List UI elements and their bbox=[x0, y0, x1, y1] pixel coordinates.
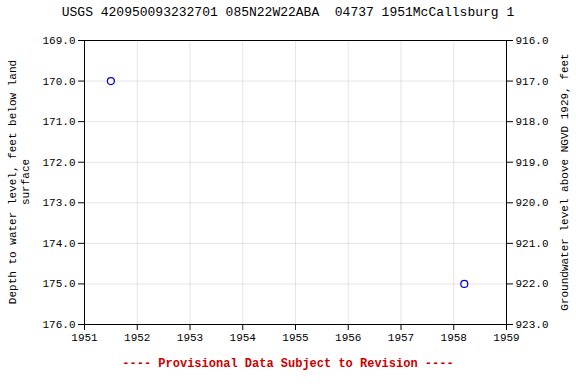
svg-text:1953: 1953 bbox=[177, 332, 203, 344]
svg-text:1952: 1952 bbox=[124, 332, 150, 344]
svg-text:916.0: 916.0 bbox=[516, 35, 549, 47]
svg-text:175.0: 175.0 bbox=[42, 278, 75, 290]
svg-text:172.0: 172.0 bbox=[42, 157, 75, 169]
svg-text:1957: 1957 bbox=[388, 332, 414, 344]
svg-text:170.0: 170.0 bbox=[42, 76, 75, 88]
svg-text:174.0: 174.0 bbox=[42, 238, 75, 250]
svg-text:169.0: 169.0 bbox=[42, 35, 75, 47]
svg-text:918.0: 918.0 bbox=[516, 116, 549, 128]
svg-text:917.0: 917.0 bbox=[516, 76, 549, 88]
svg-text:Groundwater level above NGVD 1: Groundwater level above NGVD 1929, feet bbox=[559, 53, 571, 310]
svg-text:921.0: 921.0 bbox=[516, 238, 549, 250]
svg-text:1956: 1956 bbox=[335, 332, 361, 344]
svg-text:922.0: 922.0 bbox=[516, 278, 549, 290]
svg-text:1951: 1951 bbox=[71, 332, 98, 344]
html-text:---- Provisional Data Subject: ---- Provisional Data Subject to Revisio… bbox=[122, 357, 454, 371]
svg-text:173.0: 173.0 bbox=[42, 197, 75, 209]
svg-text:920.0: 920.0 bbox=[516, 197, 549, 209]
svg-text:919.0: 919.0 bbox=[516, 157, 549, 169]
svg-text:1958: 1958 bbox=[441, 332, 467, 344]
html-text:USGS 420950093232701 085N22W22: USGS 420950093232701 085N22W22ABA 04737 … bbox=[61, 5, 515, 20]
svg-text:Depth to water level, feet bel: Depth to water level, feet below landsur… bbox=[7, 60, 32, 304]
svg-text:1959: 1959 bbox=[493, 332, 519, 344]
svg-text:1955: 1955 bbox=[282, 332, 308, 344]
svg-text:171.0: 171.0 bbox=[42, 116, 75, 128]
svg-text:1954: 1954 bbox=[230, 332, 257, 344]
svg-text:923.0: 923.0 bbox=[516, 319, 549, 331]
svg-text:176.0: 176.0 bbox=[42, 319, 75, 331]
